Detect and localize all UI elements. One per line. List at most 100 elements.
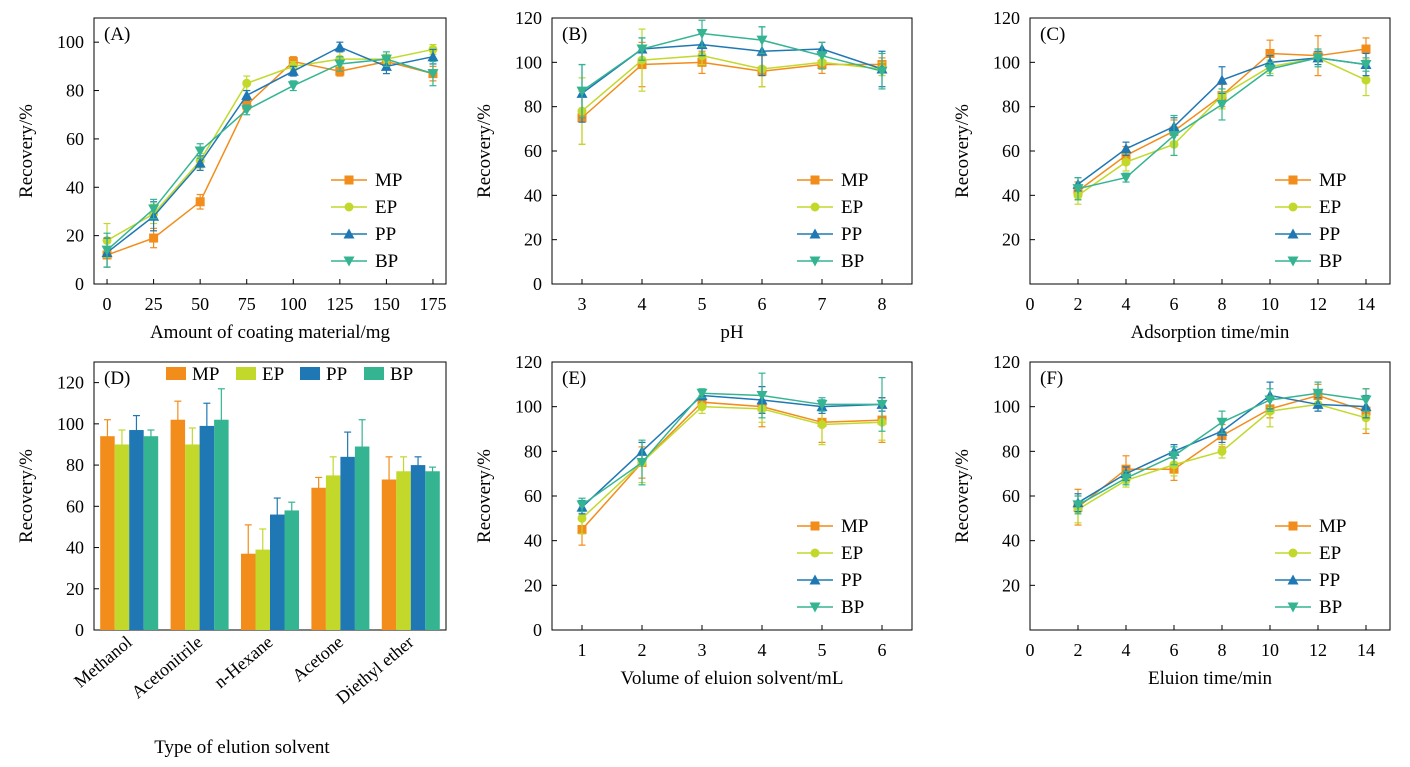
bar-ep bbox=[325, 475, 341, 630]
x-tick-label: 1 bbox=[578, 640, 587, 660]
bar-mp bbox=[311, 487, 326, 630]
x-tick-label: 6 bbox=[1170, 294, 1179, 314]
series-bp bbox=[101, 51, 439, 268]
x-tick-label: 12 bbox=[1309, 640, 1327, 660]
x-tick-label: 7 bbox=[818, 294, 827, 314]
data-point bbox=[195, 197, 205, 207]
x-tick-label: 5 bbox=[698, 294, 707, 314]
data-point bbox=[817, 420, 827, 430]
bar-pp bbox=[340, 456, 355, 630]
y-tick-label: 100 bbox=[57, 32, 84, 52]
legend-marker bbox=[1287, 228, 1299, 239]
bar-ep bbox=[185, 444, 200, 630]
legend-marker bbox=[810, 521, 820, 531]
legend-marker bbox=[809, 602, 821, 613]
y-tick-label: 100 bbox=[57, 414, 84, 434]
legend-label: MP bbox=[375, 170, 402, 191]
x-tick-label: 14 bbox=[1357, 294, 1375, 314]
legend-marker bbox=[343, 256, 355, 267]
x-tick-label: 2 bbox=[638, 640, 647, 660]
data-point bbox=[577, 513, 587, 523]
x-tick-label: 2 bbox=[1074, 294, 1083, 314]
legend-marker bbox=[810, 175, 820, 185]
y-axis-label: Recovery/% bbox=[16, 449, 37, 543]
series-bp bbox=[1072, 381, 1372, 515]
y-tick-label: 80 bbox=[524, 97, 542, 117]
legend-label: EP bbox=[375, 197, 397, 218]
y-tick-label: 120 bbox=[993, 352, 1020, 372]
x-tick-label: 8 bbox=[1218, 640, 1227, 660]
legend: MP EP PP BP bbox=[166, 364, 413, 385]
y-tick-label: 20 bbox=[66, 579, 84, 599]
x-tick-label: 3 bbox=[578, 294, 587, 314]
y-tick-label: 100 bbox=[515, 397, 542, 417]
x-tick-label: 50 bbox=[191, 294, 209, 314]
x-tick-label: 4 bbox=[1122, 294, 1131, 314]
data-point bbox=[194, 146, 206, 157]
x-axis-label: Volume of eluion solvent/mL bbox=[621, 668, 844, 689]
y-tick-label: 0 bbox=[533, 274, 542, 294]
data-point bbox=[1217, 446, 1227, 456]
data-point bbox=[636, 458, 648, 468]
legend-label: PP bbox=[326, 364, 347, 385]
data-point bbox=[756, 35, 768, 46]
y-tick-label: 0 bbox=[75, 620, 84, 640]
category-label: Diethyl ether bbox=[332, 632, 417, 708]
data-point bbox=[1264, 395, 1276, 406]
legend-label: MP bbox=[1319, 516, 1346, 537]
y-axis-label: Recovery/% bbox=[474, 104, 495, 198]
y-tick-label: 40 bbox=[1002, 185, 1020, 205]
data-point bbox=[1264, 64, 1276, 75]
y-tick-label: 0 bbox=[533, 620, 542, 640]
y-tick-label: 120 bbox=[515, 8, 542, 28]
bar-ep bbox=[396, 471, 411, 630]
series-line bbox=[581, 392, 882, 506]
series-ep bbox=[577, 28, 887, 145]
legend-label: PP bbox=[841, 570, 862, 591]
y-tick-label: 40 bbox=[524, 531, 542, 551]
legend-label: PP bbox=[1319, 570, 1340, 591]
panel-d: 020406080100120Recovery/%(D)MethanolAcet… bbox=[16, 361, 447, 758]
legend-marker bbox=[1288, 175, 1298, 185]
data-point bbox=[1361, 75, 1371, 85]
data-point bbox=[576, 86, 588, 97]
series-line bbox=[581, 401, 883, 531]
legend-label: BP bbox=[1319, 597, 1342, 618]
y-tick-label: 80 bbox=[66, 455, 84, 475]
data-point bbox=[1361, 44, 1371, 54]
y-tick-label: 120 bbox=[515, 352, 542, 372]
x-tick-label: 3 bbox=[698, 640, 707, 660]
data-point bbox=[427, 69, 439, 80]
series-line bbox=[106, 58, 434, 251]
bar-pp bbox=[129, 430, 144, 630]
x-tick-label: 8 bbox=[878, 294, 887, 314]
bar-mp bbox=[170, 419, 186, 630]
series-line bbox=[581, 32, 883, 92]
x-tick-label: 0 bbox=[103, 294, 112, 314]
bar-pp bbox=[410, 465, 426, 630]
x-axis-label: Type of elution solvent bbox=[154, 737, 330, 758]
data-point bbox=[1216, 74, 1228, 85]
panel-e: 0 20 40 60 80 100 120 Recovery/% (E) 1 2 3 4 5 6 Volume… bbox=[474, 352, 913, 689]
data-point bbox=[696, 29, 708, 40]
y-tick-label: 120 bbox=[993, 8, 1020, 28]
x-tick-label: 100 bbox=[280, 294, 307, 314]
y-tick-label: 20 bbox=[1002, 230, 1020, 250]
legend-marker bbox=[1287, 602, 1299, 613]
legend-marker bbox=[1288, 202, 1298, 212]
x-tick-label: 25 bbox=[145, 294, 163, 314]
series-pp bbox=[576, 385, 888, 515]
category-label: Acetonitrile bbox=[127, 632, 206, 703]
y-tick-label: 60 bbox=[1002, 141, 1020, 161]
y-tick-label: 40 bbox=[1002, 531, 1020, 551]
legend-label: BP bbox=[390, 364, 413, 385]
legend-label: BP bbox=[841, 251, 864, 272]
x-axis-label: Amount of coating material/mg bbox=[150, 322, 391, 343]
legend-label: EP bbox=[1319, 197, 1341, 218]
category-label: Methanol bbox=[70, 632, 136, 692]
bar-ep bbox=[114, 444, 130, 630]
y-tick-label: 100 bbox=[515, 52, 542, 72]
legend-label: MP bbox=[192, 364, 219, 385]
legend-marker bbox=[1287, 574, 1299, 585]
x-tick-label: 6 bbox=[758, 294, 767, 314]
